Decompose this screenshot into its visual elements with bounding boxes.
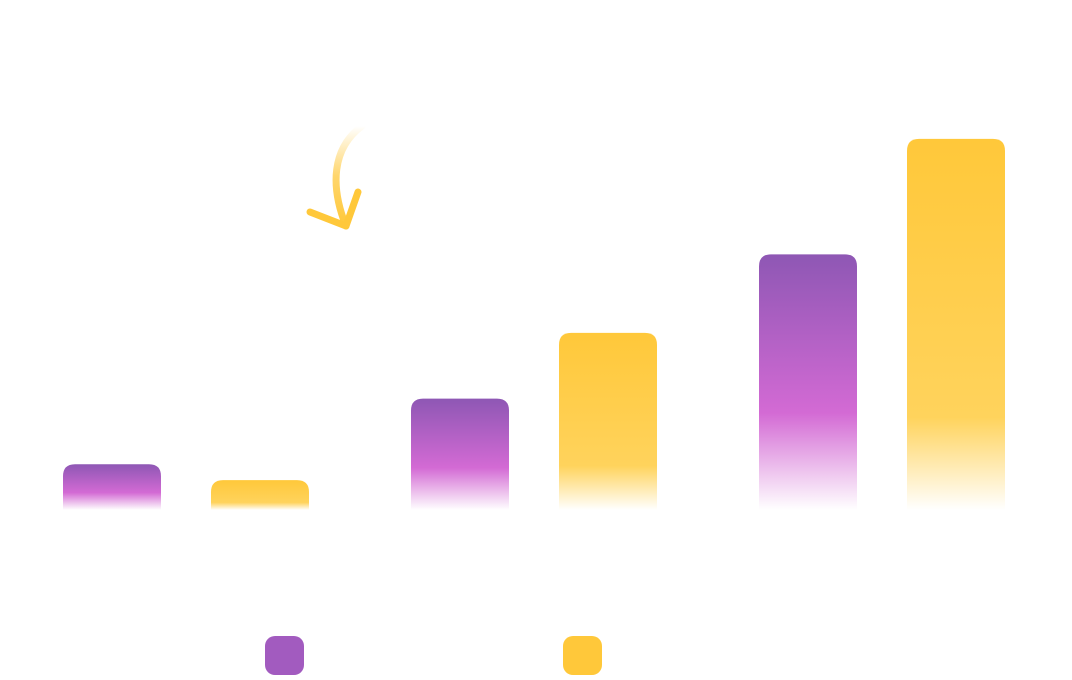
bar-series0-group1 — [411, 398, 509, 510]
gridlines — [70, 195, 1000, 511]
annotation — [306, 122, 366, 230]
bars — [63, 138, 1005, 510]
arrow-down-icon — [306, 122, 366, 230]
bar-series1-group0 — [211, 480, 309, 510]
legend-swatch-series0 — [265, 636, 304, 675]
legend — [265, 636, 602, 675]
bar-series1-group2 — [907, 138, 1005, 510]
legend-swatch-series1 — [563, 636, 602, 675]
bar-series0-group0 — [63, 464, 161, 510]
bar-series0-group2 — [759, 254, 857, 510]
bar-series1-group1 — [559, 332, 657, 510]
